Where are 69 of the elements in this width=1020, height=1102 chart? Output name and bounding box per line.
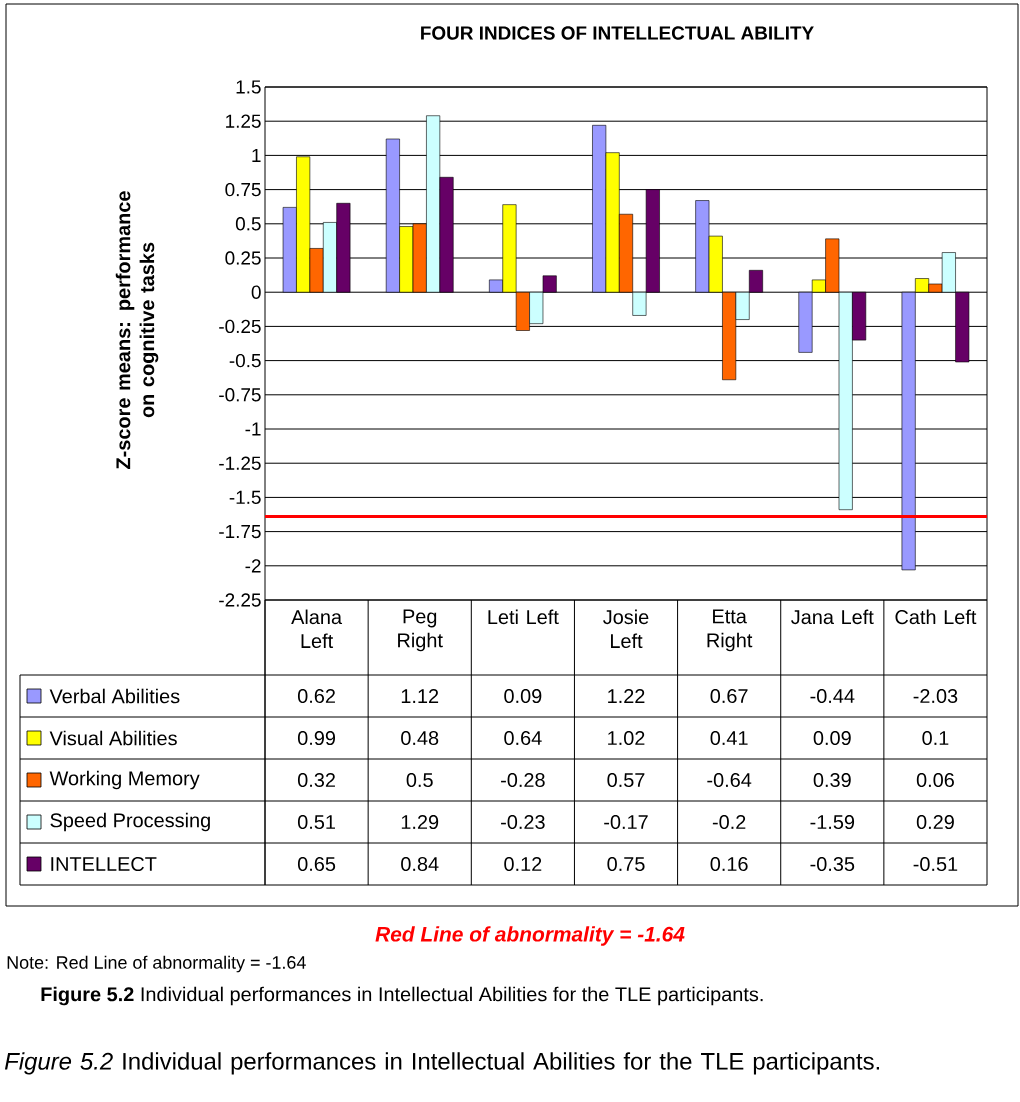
data-label: 0.75	[607, 856, 645, 872]
data-label: -0.35	[810, 856, 855, 872]
x-tick-label: Etta Right	[707, 609, 753, 652]
x-tick-label: Peg Right	[398, 609, 443, 652]
data-label: 0.48	[401, 730, 439, 746]
data-label: -0.51	[913, 856, 958, 872]
x-tick-label: Alana Left	[291, 609, 343, 649]
data-label: 0.29	[916, 814, 954, 830]
text: Figure 5.2 Individual performances in Intellectual Abilities for the TLE participants.	[4, 1052, 880, 1075]
text: Red Line of abnormality = -1.64	[375, 926, 685, 946]
data-label: -0.44	[810, 688, 855, 704]
data-label: 0.84	[401, 856, 439, 872]
y-tick-label: -2	[245, 559, 261, 573]
y-tick-label: -1.25	[219, 456, 261, 470]
x-tick-label: Josie Left	[603, 609, 649, 649]
data-label: 0.32	[297, 772, 335, 788]
data-label: -0.17	[604, 814, 648, 830]
data-label: 0.39	[813, 772, 851, 788]
text: Figure 5.2 Individual performances in Intellectual Abilities for the TLE participants.	[41, 986, 763, 1006]
data-label: -0.64	[707, 772, 752, 788]
legend-label: Verbal Abilities	[49, 688, 180, 704]
data-label: -2.03	[913, 688, 958, 704]
data-label: 0.06	[916, 772, 954, 788]
data-label: -0.23	[501, 814, 545, 830]
data-label: 0.1	[922, 730, 949, 746]
data-label: 0.57	[607, 772, 645, 788]
data-label: 1.02	[608, 730, 645, 746]
data-label: 1.22	[608, 689, 645, 703]
data-label: -0.2	[712, 814, 746, 830]
x-tick-label: Cath Left	[895, 609, 977, 625]
data-label: 0.64	[504, 730, 542, 746]
chart-title: FOUR INDICES OF INTELLECTUAL ABILITY	[421, 26, 814, 40]
x-tick-label: Jana Left	[791, 609, 874, 625]
data-label: 1.12	[401, 689, 439, 703]
data-label: 0.51	[297, 814, 335, 830]
y-tick-label: -0.75	[219, 388, 261, 402]
data-label: 0.09	[813, 730, 851, 746]
data-label: -1.59	[810, 814, 855, 830]
data-label: 0.99	[297, 730, 336, 746]
legend-label: Speed Processing	[50, 812, 210, 832]
y-tick-label: 0.25	[225, 251, 261, 265]
y-tick-label: -1	[245, 422, 261, 436]
y-axis-title: Z-score means: performance on cognitive tasks	[115, 191, 159, 469]
data-label: 0.09	[504, 688, 542, 704]
legend-label: Visual Abilities	[49, 730, 177, 746]
data-label: 0.41	[710, 730, 748, 746]
y-tick-label: -2.25	[219, 593, 261, 607]
legend-label: Working Memory	[49, 770, 200, 790]
y-tick-label: -0.5	[229, 353, 261, 368]
y-tick-label: 0.5	[235, 217, 261, 231]
y-tick-label: 0.75	[225, 182, 261, 197]
data-label: -0.28	[501, 772, 545, 788]
y-tick-label: -1.75	[219, 525, 261, 539]
y-tick-label: -0.25	[219, 319, 261, 334]
y-tick-label: -1.5	[229, 490, 261, 505]
data-label: 0.16	[710, 856, 748, 872]
y-tick-label: 1	[252, 148, 261, 162]
data-label: 1.29	[401, 814, 439, 830]
data-label: 0.5	[406, 772, 433, 788]
data-label: 0.65	[297, 856, 336, 872]
text: Note: Red Line of abnormality = -1.64	[7, 955, 306, 973]
y-tick-label: 0	[251, 285, 261, 299]
y-tick-label: 1.5	[236, 80, 261, 94]
data-label: 0.67	[710, 688, 748, 704]
y-tick-label: 1.25	[226, 114, 261, 128]
legend-label: INTELLECT	[51, 856, 157, 872]
x-tick-label: Leti Left	[488, 609, 559, 625]
data-label: 0.62	[297, 688, 335, 704]
data-label: 0.12	[504, 856, 542, 872]
